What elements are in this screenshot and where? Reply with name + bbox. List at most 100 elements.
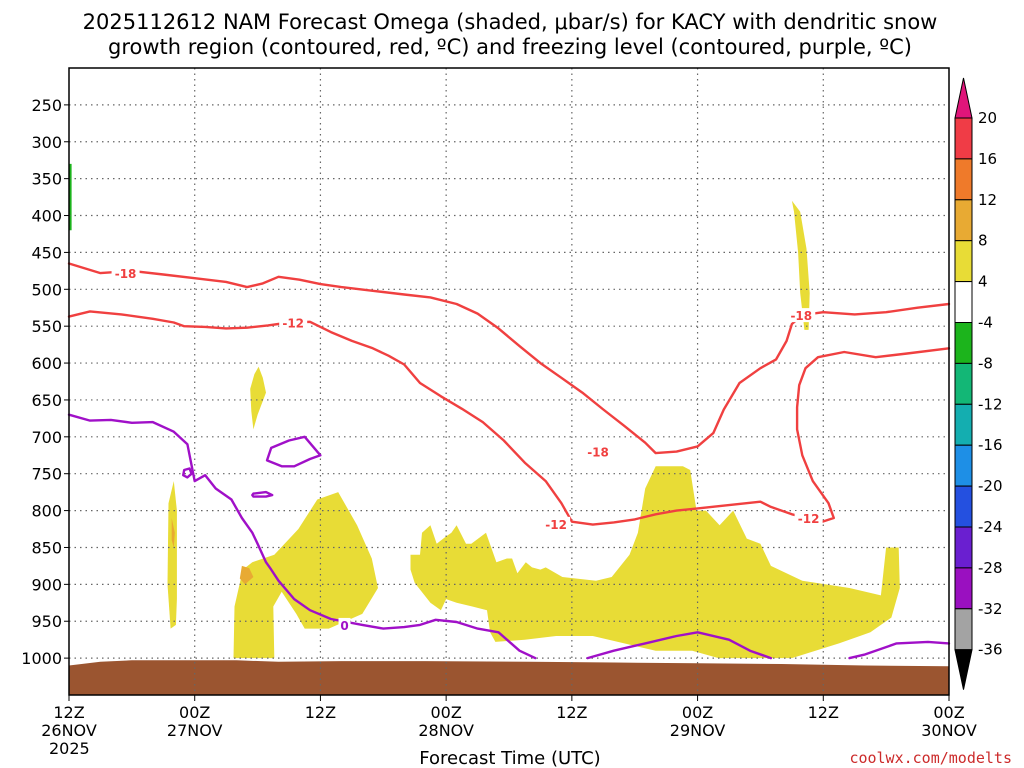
contour-label-5: -12 <box>798 512 820 526</box>
contour-label-0: -18 <box>115 267 137 281</box>
colorbar-swatch-5 <box>954 322 973 364</box>
chart-title: 2025112612 NAM Forecast Omega (shaded, μ… <box>83 10 938 59</box>
omega-region-1 <box>167 481 177 629</box>
contour-label-bg-1 <box>279 315 308 330</box>
colorbar-swatch-8 <box>954 444 973 487</box>
x-tick-label-48-0: 12Z <box>556 703 587 722</box>
colorbar-swatch-3 <box>954 240 973 283</box>
colorbar-label-4: 4 <box>978 273 988 291</box>
contour-line-1 <box>67 310 951 526</box>
omega-region-0 <box>233 492 378 659</box>
x-tick-label-36-1: 28NOV <box>418 721 474 740</box>
contour-line-6 <box>251 490 274 498</box>
omega-region-2 <box>250 366 266 430</box>
y-tick-label-1000: 1000 <box>21 649 62 668</box>
x-tick-label-60-1: 29NOV <box>670 721 726 740</box>
x-tick-label-36-0: 00Z <box>430 703 461 722</box>
y-tick-label-600: 600 <box>31 354 62 373</box>
y-tick-label-550: 550 <box>31 317 62 336</box>
x-tick-label-12-1: 27NOV <box>167 721 223 740</box>
colorbar-label-9: -20 <box>978 477 1003 495</box>
colorbar-swatch-6 <box>954 362 973 405</box>
y-tick-label-400: 400 <box>31 207 62 226</box>
contour-line-5 <box>265 435 322 468</box>
colorbar-swatch-7 <box>954 403 973 446</box>
contour-label-bg-0 <box>111 266 140 281</box>
contour-label-4: -18 <box>790 309 812 323</box>
colorbar-swatch-9 <box>954 485 973 528</box>
chart-title-line-2: growth region (contoured, red, ºC) and f… <box>108 35 912 59</box>
colorbar-label-12: -32 <box>978 600 1003 618</box>
contour-label-bg-5 <box>794 510 823 525</box>
contour-label-6: 0 <box>340 619 348 633</box>
credit-text: coolwx.com/modelts <box>849 749 1012 767</box>
y-axis-pressure: 250 300 350 400 450 500 550 600 650 700 750 800 850 9… <box>21 96 69 668</box>
colorbar-label-6: -8 <box>978 354 993 372</box>
y-tick-label-700: 700 <box>31 428 62 447</box>
x-tick-label-84-0: 00Z <box>933 703 964 722</box>
y-tick-label-900: 900 <box>31 575 62 594</box>
colorbar-swatch-4 <box>954 281 973 324</box>
y-tick-label-300: 300 <box>31 133 62 152</box>
y-tick-label-650: 650 <box>31 391 62 410</box>
contour-label-bg-2 <box>584 444 613 459</box>
colorbar-swatch-11 <box>954 567 973 610</box>
omega-region-3 <box>410 466 900 659</box>
contour-label-bg-6 <box>338 617 351 632</box>
colorbar-label-10: -24 <box>978 518 1003 536</box>
x-tick-label-12-0: 00Z <box>179 703 210 722</box>
terrain-strip <box>69 660 949 695</box>
colorbar-swatch-0 <box>954 117 973 160</box>
chart-title-line-1: 2025112612 NAM Forecast Omega (shaded, μ… <box>83 10 938 34</box>
x-tick-label-0-2: 2025 <box>49 739 90 758</box>
y-tick-label-500: 500 <box>31 280 62 299</box>
omega-region-6 <box>171 518 175 548</box>
x-tick-label-0-0: 12Z <box>53 703 84 722</box>
grid-lines <box>69 68 949 695</box>
colorbar-top-arrow <box>954 77 973 119</box>
contour-line-0 <box>67 262 951 455</box>
colorbar-label-8: -16 <box>978 436 1003 454</box>
colorbar-swatch-1 <box>954 158 973 201</box>
y-tick-label-350: 350 <box>31 170 62 189</box>
omega-shaded-regions <box>69 163 900 659</box>
colorbar-label-0: 20 <box>978 109 997 127</box>
colorbar-label-1: 16 <box>978 150 997 168</box>
x-tick-label-84-1: 30NOV <box>921 721 977 740</box>
colorbar-label-7: -12 <box>978 395 1003 413</box>
terrain-fill <box>69 660 949 695</box>
plot-frame <box>68 67 950 696</box>
y-tick-label-950: 950 <box>31 612 62 631</box>
colorbar-label-2: 12 <box>978 191 997 209</box>
y-tick-label-250: 250 <box>31 96 62 115</box>
y-tick-label-850: 850 <box>31 538 62 557</box>
contour-line-2 <box>67 413 537 660</box>
contour-label-3: -12 <box>545 518 567 532</box>
colorbar-swatch-10 <box>954 526 973 569</box>
contour-labels: -18 -12 -18 -12 -18 -12 0 <box>111 266 823 633</box>
y-tick-label-450: 450 <box>31 243 62 262</box>
y-tick-label-750: 750 <box>31 465 62 484</box>
omega-region-5 <box>239 565 254 585</box>
colorbar-swatch-2 <box>954 199 973 242</box>
contour-lines <box>67 262 951 660</box>
contour-line-7 <box>181 467 193 479</box>
contour-label-bg-4 <box>787 308 816 323</box>
contour-label-2: -18 <box>587 446 609 460</box>
colorbar-bottom-arrow <box>954 649 973 690</box>
colorbar: 20 16 12 8 4 -4 -8 -12 -16 -20 -24 -28 -32 -36 <box>954 77 1003 690</box>
colorbar-label-5: -4 <box>978 314 993 332</box>
contour-label-1: -12 <box>282 316 304 330</box>
contour-line-4 <box>848 640 951 660</box>
colorbar-label-11: -28 <box>978 559 1003 577</box>
x-tick-label-24-0: 12Z <box>305 703 336 722</box>
y-tick-label-800: 800 <box>31 502 62 521</box>
x-tick-label-0-1: 26NOV <box>41 721 97 740</box>
colorbar-swatch-12 <box>954 608 973 651</box>
colorbar-label-13: -36 <box>978 641 1003 659</box>
contour-label-bg-3 <box>542 516 571 531</box>
contour-line-3 <box>586 631 773 660</box>
omega-region-4 <box>791 200 810 330</box>
